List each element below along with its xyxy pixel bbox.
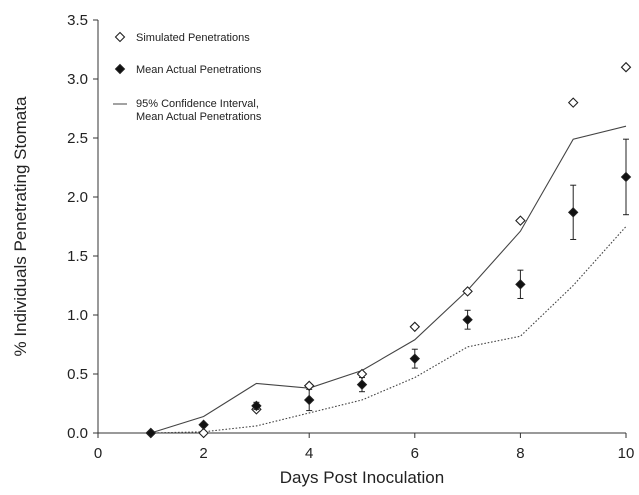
x-tick-label: 2 [199, 445, 207, 462]
x-tick-label: 6 [411, 445, 419, 462]
ci-lower-line [150, 226, 627, 434]
axes: 0 2 4 6 8 10 0.0 0.5 1.0 1.5 2.0 2.5 3.0 3.5 [67, 12, 634, 462]
data-points [145, 61, 632, 439]
simulated-point [515, 215, 526, 226]
y-tick-label: 3.5 [67, 12, 88, 29]
actual-point [251, 400, 262, 412]
actual-point [515, 279, 526, 290]
simulated-point [409, 321, 421, 333]
legend: Simulated Penetrations Mean Actual Penetr… [113, 31, 262, 123]
y-tick-label: 2.0 [67, 189, 88, 206]
actual-point [198, 419, 209, 430]
y-tick-label: 3.0 [67, 71, 88, 88]
y-tick-label: 1.0 [67, 307, 88, 324]
y-tick-label: 1.5 [67, 248, 88, 265]
legend-simulated-label: Simulated Penetrations [136, 32, 250, 44]
actual-point [567, 207, 579, 218]
simulated-point [567, 97, 579, 108]
legend-actual-marker [114, 63, 126, 75]
x-tick-label: 10 [618, 445, 635, 462]
legend-ci-label: Mean Actual Penetrations [136, 111, 262, 123]
confidence-interval-lines [150, 125, 627, 434]
y-axis-title: % Individuals Penetrating Stomata [11, 96, 30, 356]
actual-point [620, 171, 632, 183]
x-tick-label: 0 [94, 445, 102, 462]
simulated-point [462, 286, 473, 297]
legend-ci-label: 95% Confidence Interval, [136, 98, 259, 110]
simulated-point [620, 61, 632, 73]
x-axis-title: Days Post Inoculation [280, 468, 444, 487]
legend-actual-label: Mean Actual Penetrations [136, 64, 262, 76]
actual-point [356, 379, 368, 390]
actual-point [303, 394, 315, 406]
actual-point [462, 314, 473, 325]
x-tick-label: 8 [516, 445, 524, 462]
actual-point [409, 353, 421, 364]
legend-simulated-marker [114, 31, 126, 43]
y-tick-label: 0.5 [67, 366, 88, 383]
y-tick-label: 0.0 [67, 425, 88, 442]
simulated-point [198, 427, 209, 439]
actual-point [145, 427, 157, 439]
y-tick-label: 2.5 [67, 130, 88, 147]
x-tick-label: 4 [305, 445, 313, 462]
ci-upper-line [150, 125, 627, 434]
